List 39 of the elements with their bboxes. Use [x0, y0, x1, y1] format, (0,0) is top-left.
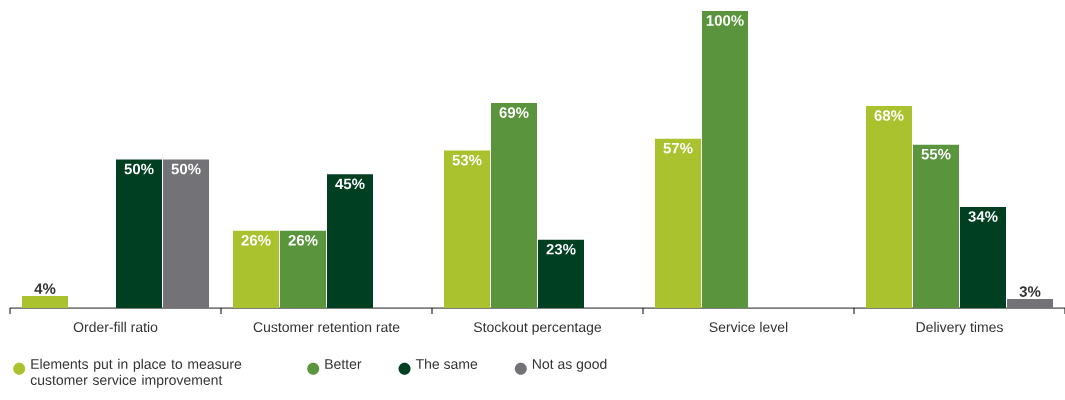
bar: [280, 230, 327, 308]
data-label: 3%: [1019, 286, 1041, 297]
legend-label: Not as good: [532, 358, 607, 372]
x-tick-label: Order-fill ratio: [73, 321, 158, 333]
bar: [655, 138, 701, 308]
legend-label: The same: [415, 358, 478, 370]
data-label: 50%: [171, 163, 201, 175]
legend-label: Elements put in place to measure customer service improvement: [30, 358, 242, 388]
legend-label: Better: [325, 359, 362, 370]
bar: [538, 239, 584, 308]
data-label: 53%: [452, 154, 482, 166]
data-label: 45%: [335, 178, 365, 190]
bar: [327, 174, 374, 308]
x-tick-label: Stockout percentage: [473, 321, 602, 335]
data-label: 50%: [124, 163, 154, 175]
bar: [866, 106, 912, 308]
data-label: 26%: [241, 234, 271, 246]
data-label: 4%: [34, 283, 56, 294]
x-tick-label: Delivery times: [916, 321, 1003, 335]
bar: [444, 150, 490, 308]
bar: [22, 296, 69, 308]
x-tick-label: Customer retention rate: [253, 321, 400, 333]
data-label: 55%: [921, 148, 951, 160]
data-label: 57%: [663, 142, 693, 154]
data-label: 26%: [288, 234, 318, 246]
bar: [233, 230, 280, 308]
bar: [1007, 299, 1053, 308]
bar: [163, 159, 210, 308]
bar: [913, 144, 959, 308]
bar: [960, 207, 1006, 308]
data-label: 100%: [706, 15, 744, 26]
data-label: 68%: [874, 110, 904, 121]
data-label: 34%: [968, 211, 998, 222]
data-label: 23%: [546, 243, 576, 255]
bar: [491, 103, 537, 308]
bar: [702, 11, 748, 308]
bar: [116, 159, 162, 308]
data-label: 69%: [499, 107, 529, 118]
x-tick-label: Service level: [709, 321, 788, 333]
